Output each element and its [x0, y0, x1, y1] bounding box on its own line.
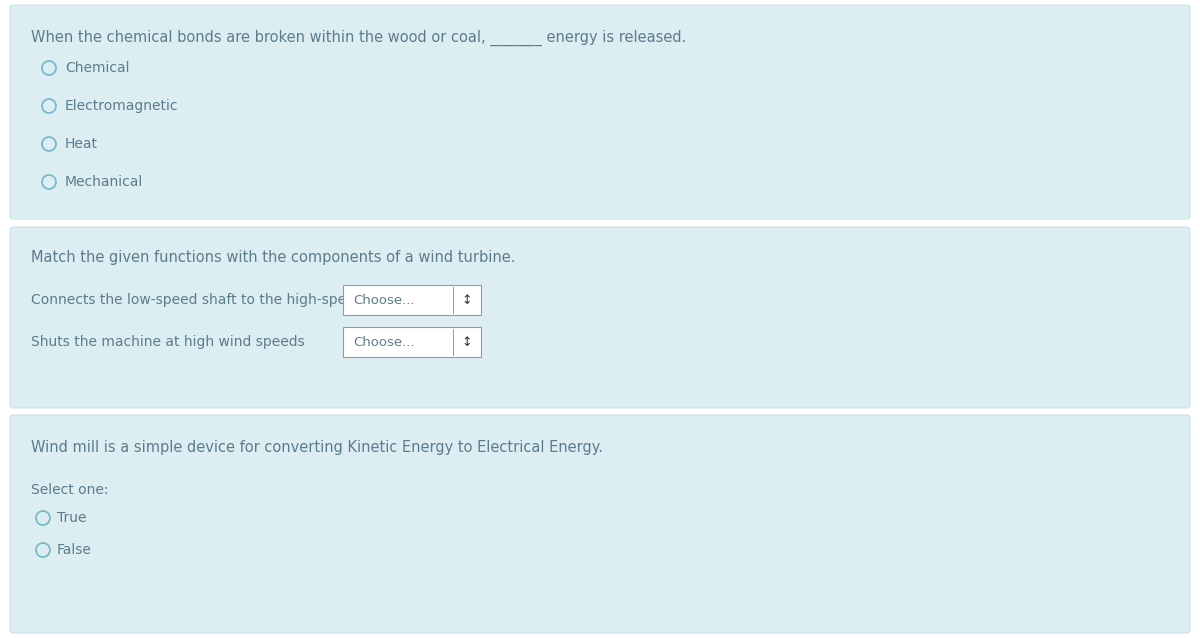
Text: False: False — [58, 543, 92, 557]
Text: Electromagnetic: Electromagnetic — [65, 99, 179, 113]
Text: Shuts the machine at high wind speeds: Shuts the machine at high wind speeds — [31, 335, 305, 349]
Text: Mechanical: Mechanical — [65, 175, 143, 189]
Text: Choose...: Choose... — [353, 336, 414, 348]
Text: Heat: Heat — [65, 137, 98, 151]
Text: Chemical: Chemical — [65, 61, 130, 75]
FancyBboxPatch shape — [343, 327, 481, 357]
FancyBboxPatch shape — [343, 285, 481, 315]
Text: True: True — [58, 511, 86, 525]
Text: ↕: ↕ — [462, 336, 473, 348]
Text: Match the given functions with the components of a wind turbine.: Match the given functions with the compo… — [31, 250, 516, 265]
Text: ↕: ↕ — [462, 293, 473, 306]
FancyBboxPatch shape — [10, 5, 1190, 219]
Text: Wind mill is a simple device for converting Kinetic Energy to Electrical Energy.: Wind mill is a simple device for convert… — [31, 440, 604, 455]
FancyBboxPatch shape — [10, 227, 1190, 408]
FancyBboxPatch shape — [10, 415, 1190, 633]
Text: Connects the low-speed shaft to the high-speed shaft: Connects the low-speed shaft to the high… — [31, 293, 403, 307]
Text: Choose...: Choose... — [353, 293, 414, 306]
Text: Select one:: Select one: — [31, 483, 108, 497]
Text: When the chemical bonds are broken within the wood or coal, _______ energy is re: When the chemical bonds are broken withi… — [31, 30, 686, 46]
